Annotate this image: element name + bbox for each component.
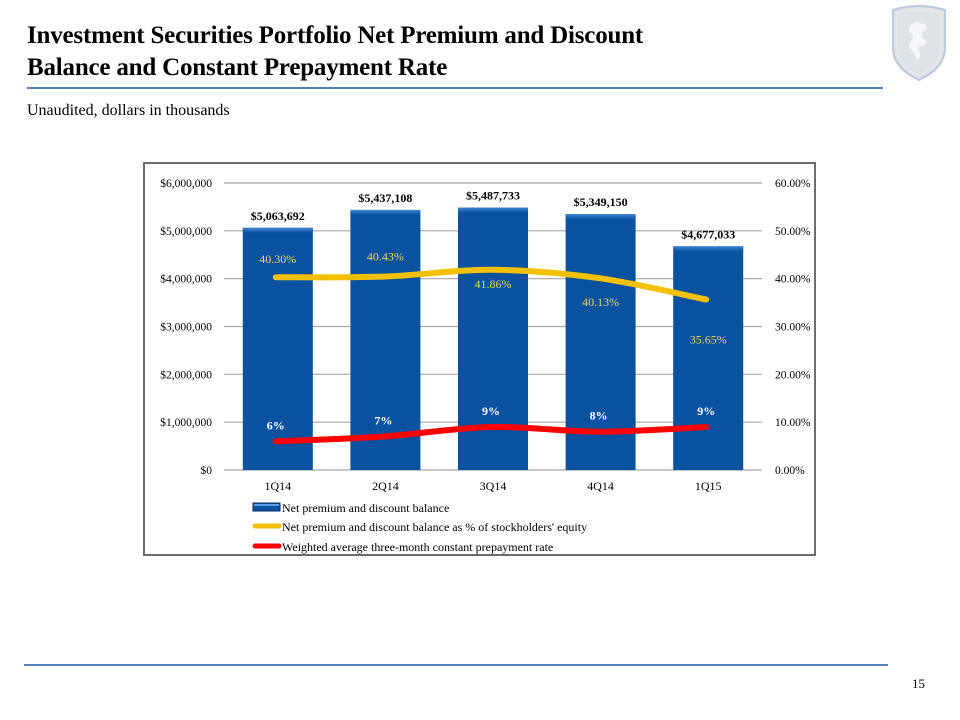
- equity-percent-label: 35.65%: [690, 332, 727, 346]
- bar-value-label: $5,349,150: [574, 195, 628, 209]
- bar: [673, 246, 744, 470]
- title-line-1: Investment Securities Portfolio Net Prem…: [27, 22, 644, 49]
- x-tick-label: 4Q14: [587, 479, 614, 493]
- bar: [350, 209, 421, 471]
- bar-top-bevel: [458, 207, 528, 213]
- left-tick-label: $6,000,000: [160, 177, 212, 190]
- cpr-label: 8%: [590, 409, 608, 423]
- equity-percent-label: 40.13%: [582, 295, 619, 309]
- bar: [565, 214, 636, 470]
- equity-percent-label: 40.43%: [367, 250, 404, 264]
- cpr-label: 6%: [267, 418, 285, 432]
- x-tick-label: 2Q14: [372, 479, 399, 493]
- legend-label: Net premium and discount balance as % of…: [282, 520, 587, 534]
- bar-value-label: $5,063,692: [251, 209, 305, 223]
- bar-top-bevel: [673, 246, 744, 252]
- page-title: Investment Securities Portfolio Net Prem…: [27, 20, 867, 84]
- right-tick-label: 50.00%: [775, 226, 811, 238]
- equity-percent-line: [272, 266, 710, 303]
- cpr-line: [272, 423, 710, 445]
- right-tick-label: 20.00%: [775, 369, 811, 381]
- left-tick-label: $1,000,000: [160, 416, 212, 429]
- left-tick-label: $4,000,000: [160, 273, 212, 286]
- shield-lion-crest-icon: [892, 5, 946, 82]
- left-tick-label: $0: [201, 464, 213, 477]
- title-line-2: Balance and Constant Prepayment Rate: [27, 54, 448, 81]
- equity-percent-label: 41.86%: [475, 277, 512, 291]
- subtitle: Unaudited, dollars in thousands: [27, 102, 230, 119]
- x-tick-label: 1Q14: [264, 479, 291, 493]
- page-number: 15: [912, 676, 925, 691]
- right-tick-label: 0.00%: [775, 465, 805, 477]
- bar: [242, 227, 313, 470]
- left-tick-label: $5,000,000: [160, 225, 212, 238]
- cpr-label: 9%: [482, 404, 500, 418]
- footer-divider: [24, 664, 888, 666]
- bar-value-label: $4,677,033: [681, 227, 735, 241]
- title-divider: [27, 87, 883, 89]
- bar-top-bevel: [350, 209, 421, 215]
- x-tick-label: 1Q15: [695, 479, 722, 493]
- bar-top-bevel: [565, 214, 636, 220]
- left-tick-label: $3,000,000: [160, 321, 212, 334]
- bar-value-label: $5,437,108: [358, 191, 412, 205]
- legend-label: Weighted average three-month constant pr…: [282, 540, 553, 554]
- legend-swatch-bar-highlight: [254, 504, 279, 506]
- right-tick-label: 10.00%: [775, 417, 811, 429]
- legend-label: Net premium and discount balance: [282, 501, 449, 515]
- equity-percent-label: 40.30%: [259, 252, 296, 266]
- right-tick-label: 30.00%: [775, 322, 811, 334]
- left-tick-label: $2,000,000: [160, 368, 212, 381]
- cpr-label: 7%: [374, 414, 392, 428]
- right-tick-label: 40.00%: [775, 274, 811, 286]
- cpr-label: 9%: [697, 404, 715, 418]
- right-tick-label: 60.00%: [775, 178, 811, 190]
- x-tick-label: 3Q14: [480, 479, 507, 493]
- bar-value-label: $5,487,733: [466, 189, 520, 203]
- bar-top-bevel: [242, 227, 313, 233]
- legend-swatch-bar: [252, 502, 281, 512]
